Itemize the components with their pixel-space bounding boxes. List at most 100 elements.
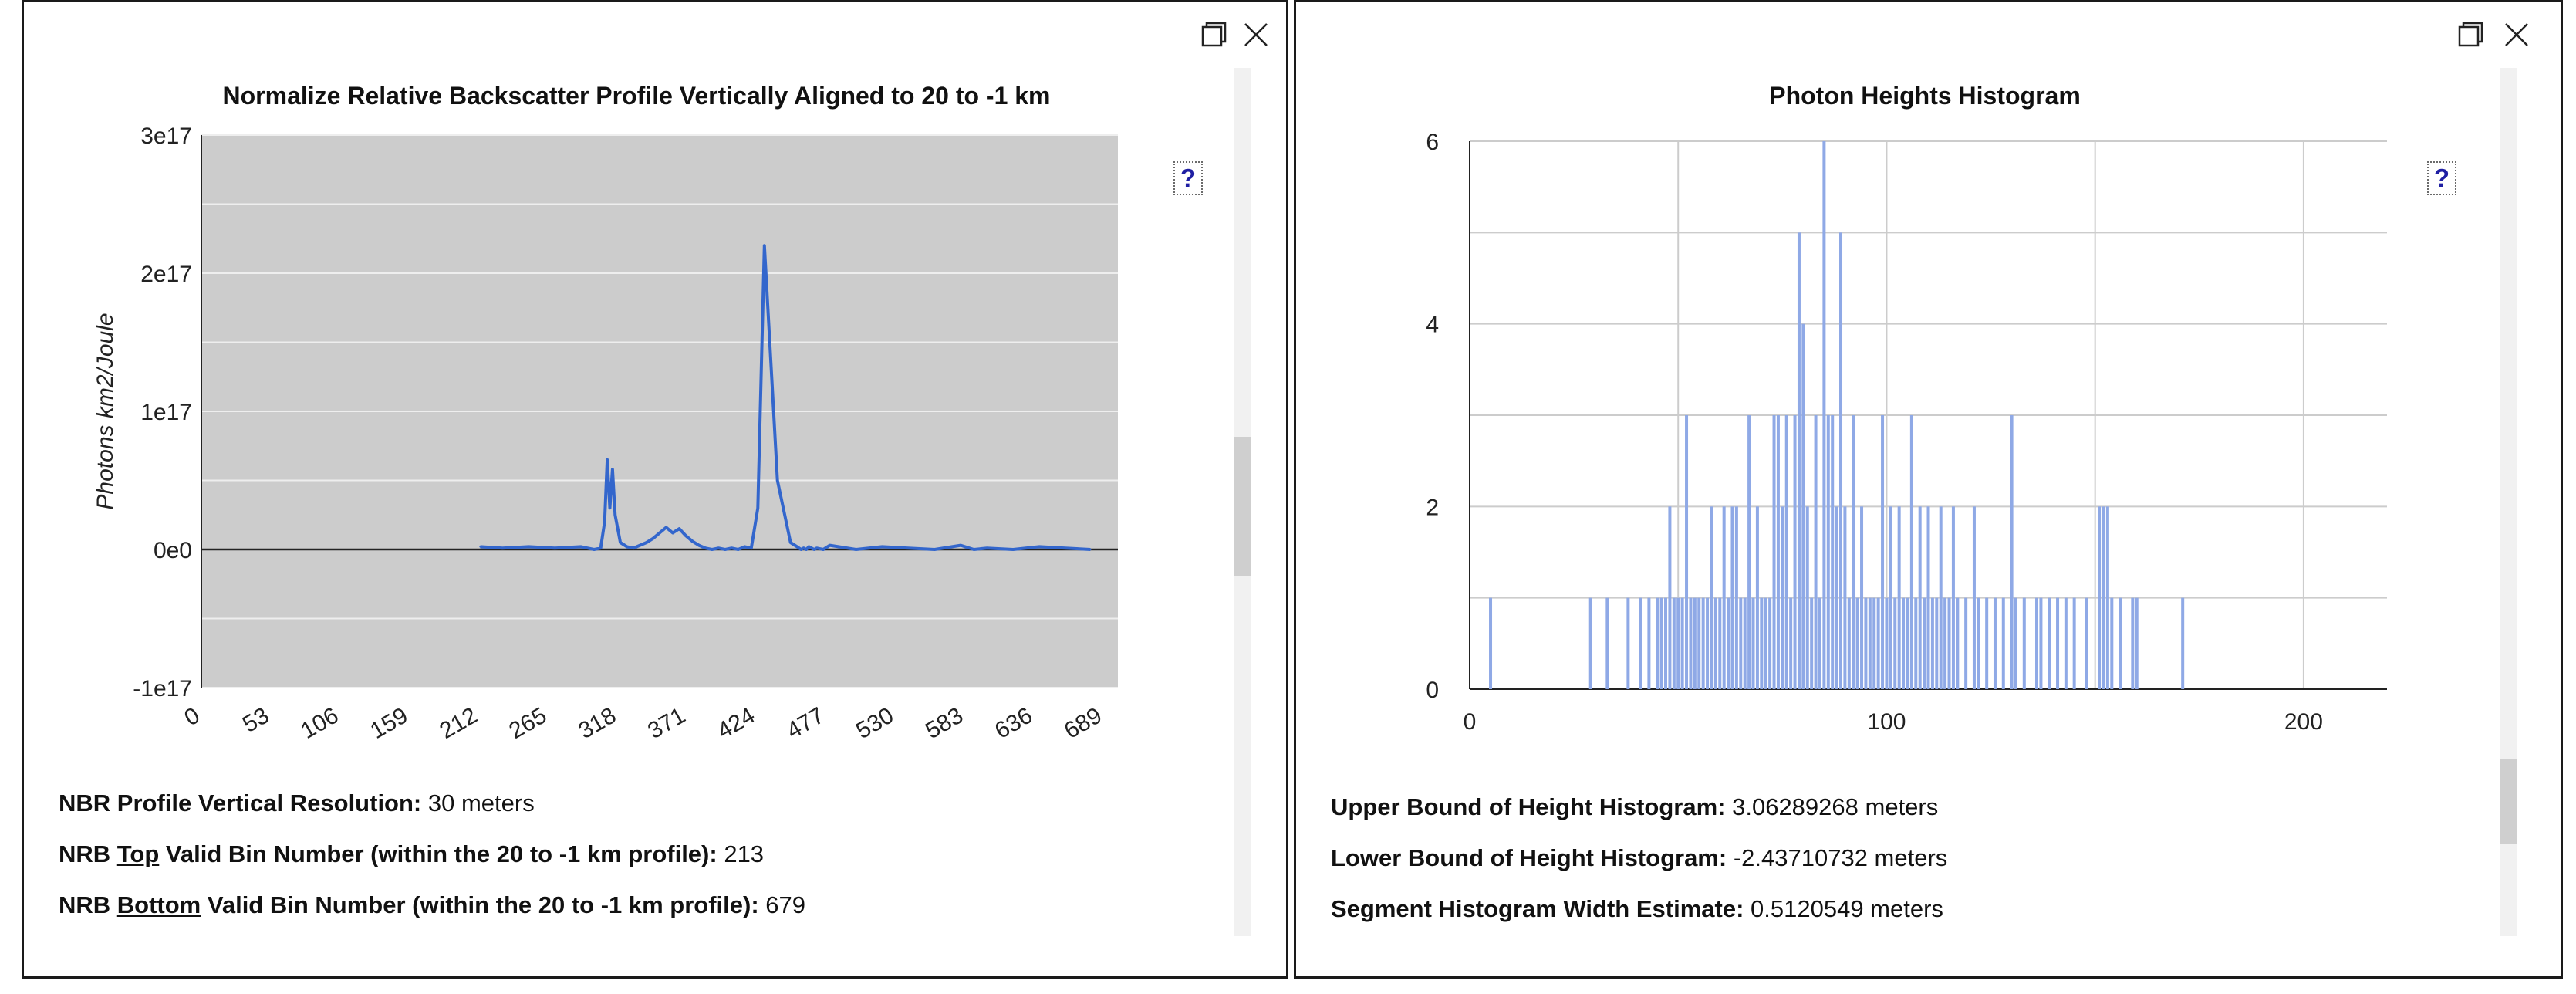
histogram-bar	[1930, 597, 1934, 689]
histogram-bar	[1864, 597, 1868, 689]
histogram-bar	[1793, 415, 1797, 689]
histogram-bar	[1801, 323, 1805, 689]
restore-icon[interactable]	[1197, 18, 1231, 52]
histogram-bar	[1626, 597, 1630, 689]
histogram-bar	[1689, 597, 1693, 689]
histogram-bar	[1672, 597, 1676, 689]
histogram-bar	[1668, 506, 1672, 689]
data-point	[479, 546, 481, 548]
histogram-bar	[1918, 506, 1922, 689]
histogram-bar	[2001, 597, 2005, 689]
data-point	[822, 548, 825, 551]
histogram-bar	[2039, 597, 2043, 689]
data-point	[665, 526, 667, 529]
data-point	[611, 468, 614, 471]
histogram-bar	[1751, 597, 1755, 689]
data-point	[697, 544, 701, 546]
top-bin-keyword: Top	[116, 840, 160, 867]
histogram-bar	[1855, 597, 1859, 689]
histogram-bar	[1935, 597, 1939, 689]
y-tick-label: 2e17	[140, 262, 192, 287]
data-point	[802, 547, 805, 549]
width-estimate-info: Segment Histogram Width Estimate: 0.5120…	[1331, 894, 1943, 925]
bottom-bin-suffix: Valid Bin Number (within the 20 to -1 km…	[201, 891, 759, 918]
lower-bound-info: Lower Bound of Height Histogram: -2.4371…	[1331, 843, 1947, 874]
upper-bound-value: 3.06289268 meters	[1732, 793, 1939, 820]
histogram-bar	[1977, 597, 1980, 689]
histogram-bar	[2085, 597, 2088, 689]
histogram-bar	[1868, 597, 1872, 689]
data-point	[678, 527, 680, 530]
close-icon[interactable]	[1239, 18, 1273, 52]
histogram-bar	[1831, 415, 1835, 689]
histogram-bar	[2064, 597, 2068, 689]
bottom-bin-info: NRB Bottom Valid Bin Number (within the …	[59, 890, 805, 921]
histogram-bar	[1680, 597, 1684, 689]
bottom-bin-prefix: NRB	[59, 891, 117, 918]
data-point	[907, 547, 910, 549]
y-tick-label: -1e17	[133, 676, 192, 702]
restore-icon[interactable]	[2453, 18, 2487, 52]
close-icon[interactable]	[2500, 18, 2534, 52]
data-point	[808, 546, 810, 548]
data-point	[750, 547, 752, 549]
y-tick-label: 4	[1426, 313, 1439, 338]
histogram-bar	[2135, 597, 2139, 689]
histogram-bar	[1718, 597, 1722, 689]
data-point	[737, 548, 740, 551]
histogram-bar	[1889, 506, 1892, 689]
histogram-bar	[1764, 597, 1767, 689]
histogram-bar	[1805, 506, 1809, 689]
data-point	[691, 540, 694, 543]
chart-title: Photon Heights Histogram	[1769, 82, 2081, 110]
histogram-bar	[1685, 415, 1689, 689]
histogram-bar	[2072, 597, 2076, 689]
histogram-bar	[1797, 232, 1801, 689]
lower-bound-label: Lower Bound of Height Histogram:	[1331, 844, 1727, 871]
bottom-bin-keyword: Bottom	[116, 891, 201, 918]
histogram-bar	[1713, 597, 1717, 689]
y-tick-label: 0e0	[154, 538, 192, 563]
histogram-bar	[1876, 597, 1880, 689]
x-tick-label: 0	[181, 702, 204, 731]
x-tick-label: 583	[921, 702, 967, 744]
nrb-profile-panel: ? Normalize Relative Backscatter Profile…	[22, 0, 1288, 979]
histogram-bar	[1926, 506, 1930, 689]
help-button[interactable]: ?	[2427, 161, 2456, 195]
histogram-bar	[1789, 597, 1793, 689]
scrollbar[interactable]	[1234, 68, 1251, 936]
bottom-bin-value: 679	[765, 891, 806, 918]
histogram-bar	[1897, 506, 1901, 689]
lower-bound-value: -2.43710732 meters	[1733, 844, 1948, 871]
data-point	[671, 532, 674, 534]
histogram-bar	[1860, 506, 1864, 689]
y-tick-label: 0	[1426, 678, 1439, 703]
histogram-bar	[1734, 506, 1738, 689]
data-point	[789, 541, 792, 544]
scrollbar-thumb[interactable]	[1234, 437, 1251, 576]
data-point	[528, 546, 530, 548]
data-point	[810, 547, 813, 549]
data-point	[1038, 546, 1041, 548]
histogram-bar	[1639, 597, 1642, 689]
scrollbar-thumb[interactable]	[2500, 759, 2517, 844]
data-point	[717, 547, 720, 549]
data-point	[1064, 547, 1067, 549]
x-tick-label: 212	[435, 702, 481, 744]
data-point	[614, 514, 616, 516]
data-point	[619, 541, 622, 544]
histogram-bar	[1810, 597, 1814, 689]
data-point	[626, 546, 628, 548]
y-tick-label: 2	[1426, 495, 1439, 520]
histogram-bar	[1776, 415, 1780, 689]
histogram-bar	[1947, 597, 1951, 689]
x-tick-label: 424	[713, 702, 759, 744]
histogram-bar	[1784, 415, 1788, 689]
histogram-bar	[1489, 597, 1493, 689]
help-button[interactable]: ?	[1173, 161, 1203, 195]
x-tick-label: 100	[1867, 709, 1906, 735]
scrollbar[interactable]	[2500, 68, 2517, 936]
histogram-bar	[1727, 597, 1730, 689]
data-point	[744, 546, 746, 548]
histogram-bar	[1739, 597, 1743, 689]
